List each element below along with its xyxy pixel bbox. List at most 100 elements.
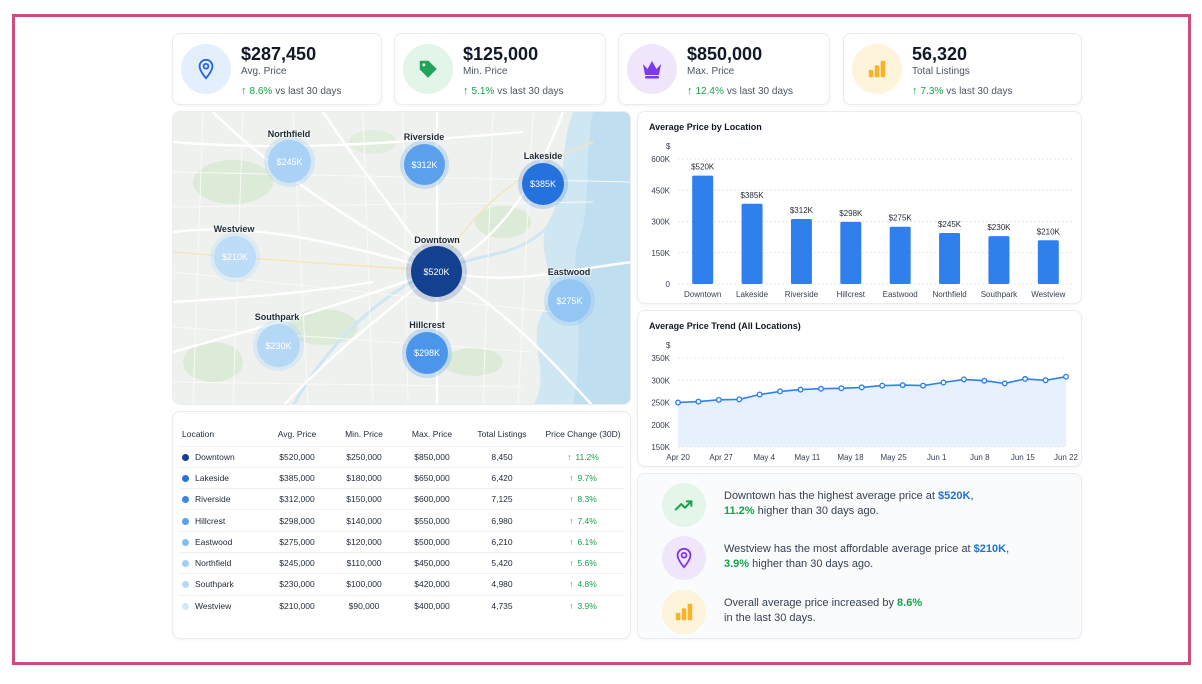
table-row[interactable]: Downtown $520,000 $250,000 $850,000 8,45… — [179, 445, 625, 468]
location-name: Eastwood — [195, 536, 233, 547]
min-price-cell: $250,000 — [327, 445, 401, 468]
location-name: Lakeside — [195, 472, 230, 483]
y-tick-label: 200K — [651, 421, 670, 430]
data-point — [675, 399, 682, 406]
insight-text: Overall average price increased by 8.6% … — [724, 597, 923, 624]
min-price-cell: $120,000 — [327, 530, 401, 553]
change-cell: ↑ 5.6% — [541, 551, 625, 574]
arrow-up-icon: ↑ — [569, 515, 574, 526]
table-row[interactable]: Lakeside $385,000 $180,000 $650,000 6,42… — [179, 466, 625, 489]
kpi-change: ↑ 12.4% vs last 30 days — [687, 85, 793, 97]
table-row[interactable]: Southpark $230,000 $100,000 $420,000 4,9… — [179, 573, 625, 596]
arrow-up-icon: ↑ — [567, 451, 572, 462]
map-marker-riverside[interactable]: $312K — [404, 144, 445, 185]
marker-price: $520K — [423, 266, 450, 277]
data-point — [1022, 375, 1029, 382]
map-marker-eastwood[interactable]: $275K — [548, 279, 591, 322]
table-row[interactable]: Riverside $312,000 $150,000 $600,000 7,1… — [179, 488, 625, 510]
map-marker-westview[interactable]: $210K — [214, 236, 256, 278]
listings-cell: 7,125 — [463, 488, 541, 510]
arrow-up-icon: ↑ — [912, 85, 918, 97]
insight-text: Downtown has the highest average price a… — [724, 490, 974, 517]
arrow-up-icon: ↑ — [569, 494, 574, 505]
crown-icon — [627, 44, 677, 94]
trend-chart-card: $150K 200K 250K 300K 350K Apr 20 Apr 27 May 4 Ma… — [637, 310, 1082, 467]
map-marker-northfield[interactable]: $245K — [268, 140, 311, 183]
table-row[interactable]: Eastwood $275,000 $120,000 $500,000 6,21… — [179, 530, 625, 553]
bar — [988, 236, 1010, 284]
data-label: $230K — [987, 223, 1011, 232]
y-axis-label: $ — [666, 341, 671, 350]
kpi-change: ↑ 5.1% vs last 30 days — [463, 85, 563, 97]
kpi-value: $125,000 — [463, 44, 539, 64]
y-tick-label: 0 — [666, 280, 671, 289]
column-header[interactable]: Price Change (30D) — [545, 428, 621, 439]
map-marker-southpark[interactable]: $230K — [257, 324, 300, 367]
listings-cell: 6,420 — [463, 466, 541, 489]
map-marker-lakeside[interactable]: $385K — [522, 163, 564, 205]
table-header-row: Location Avg. Price Min. Price Max. Pric… — [179, 428, 625, 446]
x-tick-label: Jun 22 — [1054, 453, 1079, 462]
data-point — [695, 398, 702, 405]
listings-cell: 6,210 — [463, 530, 541, 553]
bar — [692, 175, 714, 284]
column-header[interactable]: Avg. Price — [277, 428, 317, 439]
data-point — [797, 386, 804, 393]
y-tick-label: 450K — [651, 186, 670, 195]
kpi-change-suffix: vs last 30 days — [726, 85, 794, 97]
column-header[interactable]: Max. Price — [411, 428, 453, 439]
location-name: Downtown — [195, 451, 235, 462]
data-point — [940, 379, 947, 386]
table-row[interactable]: Westview $210,000 $90,000 $400,000 4,735… — [179, 594, 625, 617]
kpi-change-percent: 7.3% — [920, 85, 944, 97]
change-value: 4.8% — [577, 579, 597, 590]
column-header[interactable]: Min. Price — [345, 428, 383, 439]
avg-price-cell: $385,000 — [267, 466, 327, 489]
bar-chart-icon — [662, 590, 706, 634]
change-value: 8.3% — [577, 494, 597, 505]
max-price-cell: $600,000 — [401, 488, 463, 510]
kpi-card-max-price: $850,000 Max. Price ↑ 12.4% vs last 30 day… — [618, 33, 830, 105]
avg-price-cell: $230,000 — [267, 573, 327, 596]
bar-chart-card: $0 150K 300K 450K 600K $520K Downtown $385K Lake… — [637, 111, 1082, 304]
listings-cell: 4,735 — [463, 594, 541, 617]
column-header[interactable]: Location — [182, 428, 215, 439]
marker-label: Lakeside — [523, 151, 563, 161]
listings-cell: 8,450 — [463, 445, 541, 468]
table-row[interactable]: Hillcrest $298,000 $140,000 $550,000 6,9… — [179, 509, 625, 532]
kpi-change-percent: 12.4% — [695, 85, 724, 97]
price-map[interactable]: $245K Northfield $312K Riverside $385K L… — [172, 111, 631, 405]
data-point — [981, 377, 988, 384]
column-header[interactable]: Total Listings — [477, 428, 527, 439]
arrow-up-icon: ↑ — [569, 558, 574, 569]
change-cell: ↑ 7.4% — [541, 509, 625, 532]
change-value: 9.7% — [577, 472, 597, 483]
x-tick-label: May 25 — [880, 453, 907, 462]
y-axis-label: $ — [666, 142, 671, 151]
data-label: $385K — [740, 191, 764, 200]
avg-price-cell: $312,000 — [267, 488, 327, 510]
listings-cell: 4,980 — [463, 573, 541, 596]
location-dot — [182, 453, 189, 461]
y-tick-label: 300K — [651, 218, 670, 227]
insight-item: Westview has the most affordable average… — [662, 536, 1072, 580]
data-label: $245K — [938, 220, 962, 229]
x-tick-label: Eastwood — [883, 290, 918, 299]
map-marker-downtown[interactable]: $520K — [411, 246, 462, 297]
avg-price-cell: $298,000 — [267, 509, 327, 532]
change-value: 3.9% — [577, 600, 597, 611]
avg-price-cell: $210,000 — [267, 594, 327, 617]
y-tick-label: 250K — [651, 399, 670, 408]
table-row[interactable]: Northfield $245,000 $110,000 $450,000 5,… — [179, 551, 625, 574]
data-point — [777, 388, 784, 395]
x-tick-label: Hillcrest — [837, 290, 866, 299]
y-tick-label: 300K — [651, 376, 670, 385]
kpi-label: Total Listings — [912, 66, 970, 77]
marker-price: $210K — [221, 252, 249, 262]
location-table-card: Location Avg. Price Min. Price Max. Pric… — [172, 411, 631, 639]
change-value: 6.1% — [577, 536, 597, 547]
arrow-up-icon: ↑ — [687, 85, 693, 97]
max-price-cell: $850,000 — [401, 445, 463, 468]
map-marker-hillcrest[interactable]: $298K — [406, 332, 448, 374]
marker-label: Downtown — [414, 235, 460, 245]
